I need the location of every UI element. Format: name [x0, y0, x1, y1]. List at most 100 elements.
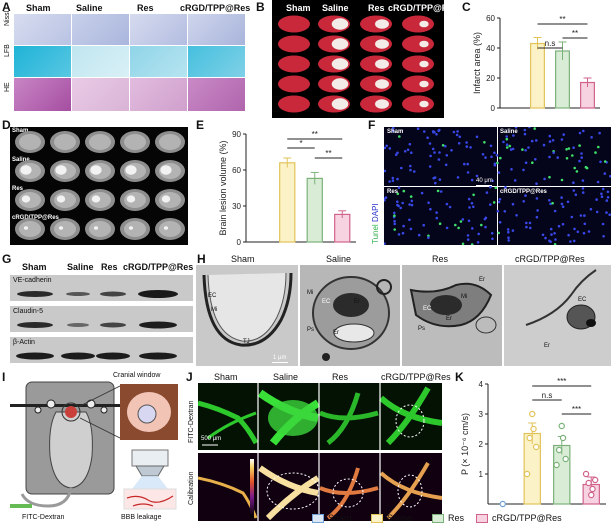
g-band — [96, 352, 130, 360]
j-row-fitc: FITC-Dextran — [188, 400, 195, 443]
f-dapi-dot — [384, 146, 387, 150]
panel-label-h: H — [197, 252, 206, 266]
panel-label-e: E — [196, 118, 205, 132]
d-slice-inner — [19, 134, 41, 150]
j-vessel-heat — [319, 467, 379, 520]
f-dapi-dot — [491, 237, 494, 241]
f-dapi-dot — [428, 165, 432, 168]
chart-c: 0 20 40 60 Infarct area (%) n.s ** ** — [472, 14, 600, 113]
a-he-sham — [14, 78, 71, 111]
f-dapi-dot — [463, 162, 466, 166]
b-slice — [278, 15, 310, 33]
g-band-actin: β-Actin — [13, 339, 35, 346]
d-lesion — [55, 165, 67, 175]
data-point — [591, 476, 599, 484]
f-dapi-dot — [457, 142, 461, 145]
g-bands — [16, 290, 178, 360]
f-tunel-dot — [483, 141, 486, 144]
f-dapi-dot — [490, 155, 493, 159]
a-col-crgd: cRGD/TPP@Res — [180, 3, 251, 13]
b-infarct — [375, 99, 389, 109]
d-slice-inner — [124, 134, 146, 150]
f-dapi-dot — [535, 215, 539, 219]
f-dapi-dot — [469, 146, 472, 149]
f-dapi-dot — [567, 233, 570, 237]
f-dapi-dot — [543, 177, 546, 181]
f-dapi-dot — [549, 202, 552, 206]
f-dapi-dot — [410, 203, 414, 207]
b-infarct — [375, 19, 389, 29]
d-lesion — [160, 165, 172, 175]
h-ann-saline-ps: Ps — [307, 327, 315, 333]
f-tunel-dot — [409, 195, 413, 198]
h-ann-res-ps: Ps — [418, 326, 426, 332]
h-ann-sham-tj: TJ — [243, 339, 250, 345]
f-tunel-dot — [436, 189, 440, 193]
f-dapi-dot — [393, 211, 396, 215]
data-point — [529, 410, 536, 418]
f-dapi-dot — [497, 200, 501, 204]
a-lfb-crgd — [188, 46, 245, 77]
d-slice-inner — [159, 134, 181, 150]
j-col-crgd: cRGD/TPP@Res — [381, 372, 451, 382]
f-tunel-dot — [578, 144, 581, 147]
bar — [334, 213, 351, 243]
f-tunel-dot — [553, 243, 557, 245]
f-dapi-dot — [408, 218, 411, 222]
y-tick-label: 60 — [486, 14, 495, 23]
f-dapi-dot — [409, 168, 412, 172]
f-dapi-dot — [524, 194, 527, 197]
data-point — [526, 434, 533, 442]
d-row-saline: Saline — [12, 157, 30, 163]
panel-label-c: C — [462, 0, 471, 14]
panel-label-b: B — [256, 0, 265, 14]
j-vessel — [198, 400, 259, 445]
a-col-res: Res — [137, 3, 154, 13]
b-col-crgd: cRGD/TPP@Res — [388, 3, 459, 13]
a-lfb-res — [130, 46, 187, 77]
d-lesion — [21, 195, 31, 203]
d-mri-slices — [15, 131, 185, 240]
f-dapi-dot — [426, 136, 429, 139]
b-infarct — [419, 80, 429, 88]
f-dapi-dot — [523, 128, 527, 132]
j-scale-label: 500 μm — [201, 436, 222, 442]
f-dapi-dot — [609, 174, 611, 178]
f-dapi-dot — [391, 176, 395, 180]
f-dapi-dot — [416, 127, 420, 130]
j-images — [198, 383, 442, 521]
f-dapi-dot — [560, 138, 564, 141]
f-dapi-dot — [483, 217, 487, 221]
f-dapi-dot — [572, 181, 575, 184]
f-tunel-dot — [494, 186, 498, 190]
i-cranial-window-label: Cranial window — [113, 372, 161, 379]
d-lesion — [93, 226, 99, 230]
f-dapi-dot — [429, 207, 432, 211]
a-col-sham: Sham — [26, 3, 51, 13]
h-ann-res-er1: Er — [479, 277, 485, 283]
f-dapi-dot — [491, 179, 494, 183]
h-ann-saline-er1: Er — [354, 299, 360, 305]
f-dapi-dot — [572, 189, 576, 192]
f-dapi-dot — [458, 135, 462, 139]
f-dapi-dot — [581, 187, 585, 190]
f-dapi-dot — [432, 176, 435, 180]
f-dapi-dot — [445, 154, 449, 157]
f-dapi-dot — [466, 234, 470, 237]
bar — [279, 162, 296, 243]
f-dapi-dot — [583, 222, 587, 226]
y-tick-label: 3 — [479, 410, 484, 419]
h-ann-sham-scale: 1 μm — [273, 355, 287, 361]
g-band-claudin: Claudin-5 — [13, 308, 43, 315]
d-lesion — [91, 195, 101, 203]
b-col-sham: Sham — [286, 3, 311, 13]
y-tick-label: 20 — [486, 74, 495, 83]
h-ann-saline-er2: Er — [333, 330, 339, 336]
h-ann-saline-ec: EC — [322, 299, 331, 305]
f-dapi-dot — [444, 144, 447, 148]
f-dapi-dot — [524, 161, 528, 164]
sig-label: n.s — [542, 391, 553, 400]
f-dapi-dot — [461, 218, 465, 221]
f-dapi-dot — [393, 222, 396, 226]
f-dapi-dot — [552, 151, 555, 154]
